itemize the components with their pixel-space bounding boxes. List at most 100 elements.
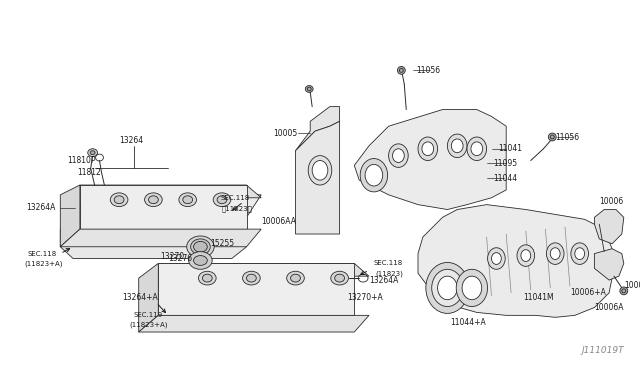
Ellipse shape	[308, 155, 332, 185]
Ellipse shape	[426, 262, 469, 313]
Text: 〈11823〉: 〈11823〉	[222, 205, 253, 212]
Ellipse shape	[462, 276, 482, 300]
Ellipse shape	[397, 67, 405, 74]
Text: 13264: 13264	[119, 137, 143, 145]
Text: 13264A: 13264A	[369, 276, 398, 285]
Ellipse shape	[620, 287, 628, 295]
Text: 13264+A: 13264+A	[122, 293, 158, 302]
Polygon shape	[355, 110, 506, 209]
Ellipse shape	[521, 250, 531, 262]
Ellipse shape	[331, 271, 348, 285]
Ellipse shape	[305, 86, 313, 92]
Ellipse shape	[365, 164, 383, 186]
Text: J111019T: J111019T	[581, 346, 624, 355]
Ellipse shape	[90, 151, 95, 155]
Polygon shape	[60, 217, 246, 259]
Ellipse shape	[517, 245, 534, 266]
Text: 10005: 10005	[273, 129, 297, 138]
Ellipse shape	[243, 271, 260, 285]
Text: (11823+A): (11823+A)	[24, 260, 63, 267]
Polygon shape	[158, 263, 355, 315]
Ellipse shape	[467, 137, 486, 161]
Text: 13276: 13276	[168, 254, 192, 263]
Text: SEC.119: SEC.119	[134, 312, 163, 318]
Ellipse shape	[213, 193, 231, 206]
Text: 11812: 11812	[77, 168, 100, 177]
Text: 13270: 13270	[160, 252, 184, 261]
Ellipse shape	[418, 137, 438, 161]
Text: 10006AA: 10006AA	[261, 217, 296, 226]
Text: SEC.118: SEC.118	[28, 251, 57, 257]
Ellipse shape	[388, 144, 408, 167]
Text: 13270+A: 13270+A	[348, 293, 383, 302]
Ellipse shape	[360, 158, 388, 192]
Text: 11041: 11041	[499, 144, 522, 153]
Ellipse shape	[471, 142, 483, 155]
Ellipse shape	[547, 243, 564, 264]
Ellipse shape	[198, 271, 216, 285]
Ellipse shape	[193, 241, 207, 252]
Polygon shape	[80, 185, 261, 198]
Ellipse shape	[451, 139, 463, 153]
Ellipse shape	[191, 239, 211, 254]
Polygon shape	[595, 249, 624, 280]
Ellipse shape	[488, 248, 505, 269]
Ellipse shape	[492, 253, 501, 264]
Polygon shape	[595, 209, 624, 244]
Ellipse shape	[189, 252, 212, 269]
Ellipse shape	[432, 269, 463, 307]
Ellipse shape	[548, 133, 556, 141]
Ellipse shape	[148, 196, 158, 203]
Ellipse shape	[422, 142, 434, 155]
Text: SEC.118: SEC.118	[374, 260, 403, 266]
Text: 10006A: 10006A	[624, 282, 640, 291]
Text: 11044+A: 11044+A	[451, 318, 486, 327]
Ellipse shape	[187, 236, 214, 257]
Ellipse shape	[312, 161, 328, 180]
Text: 11056: 11056	[556, 132, 579, 141]
Ellipse shape	[145, 193, 162, 206]
Text: 10006: 10006	[599, 197, 623, 206]
Polygon shape	[418, 205, 614, 317]
Ellipse shape	[217, 196, 227, 203]
Ellipse shape	[571, 243, 589, 264]
Ellipse shape	[550, 248, 560, 260]
Polygon shape	[158, 263, 369, 276]
Text: 11810P: 11810P	[67, 156, 95, 165]
Ellipse shape	[179, 193, 196, 206]
Ellipse shape	[287, 271, 305, 285]
Text: 10006+A: 10006+A	[570, 288, 606, 297]
Polygon shape	[139, 263, 158, 332]
Polygon shape	[139, 315, 369, 332]
Polygon shape	[60, 229, 261, 247]
Polygon shape	[296, 107, 340, 151]
Ellipse shape	[438, 276, 457, 300]
Ellipse shape	[392, 149, 404, 163]
Ellipse shape	[202, 274, 212, 282]
Ellipse shape	[114, 196, 124, 203]
Polygon shape	[60, 185, 80, 247]
Ellipse shape	[456, 269, 488, 307]
Text: 11056: 11056	[416, 66, 440, 75]
Text: (11823): (11823)	[376, 271, 404, 278]
Ellipse shape	[183, 196, 193, 203]
Ellipse shape	[88, 149, 97, 157]
Ellipse shape	[246, 274, 256, 282]
Text: 13264A: 13264A	[26, 203, 56, 212]
Polygon shape	[73, 195, 261, 217]
Ellipse shape	[291, 274, 300, 282]
Ellipse shape	[447, 134, 467, 158]
Text: (11823+A): (11823+A)	[129, 322, 168, 328]
Polygon shape	[80, 185, 246, 229]
Text: 11041M: 11041M	[523, 293, 554, 302]
Text: 10006A: 10006A	[595, 303, 624, 312]
Ellipse shape	[575, 248, 584, 260]
Ellipse shape	[335, 274, 344, 282]
Polygon shape	[296, 121, 340, 234]
Text: SEC.118: SEC.118	[220, 195, 250, 201]
Ellipse shape	[193, 256, 207, 265]
Text: 11095: 11095	[493, 159, 518, 168]
Ellipse shape	[110, 193, 128, 206]
Text: 11044: 11044	[493, 174, 518, 183]
Text: 15255: 15255	[211, 239, 234, 248]
